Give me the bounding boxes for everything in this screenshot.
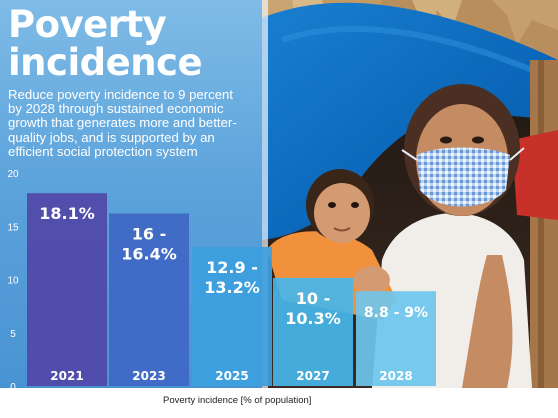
bar-2028 xyxy=(356,291,436,386)
title-line-1: Poverty xyxy=(8,3,167,46)
data-label-2028: 8.8 - 9% xyxy=(364,305,428,321)
x-tick-label-2021: 2021 xyxy=(50,369,83,383)
data-label-2027: 10 - xyxy=(296,289,330,308)
mother xyxy=(372,84,532,388)
bar-group-2023: 16 -16.4% 2023 xyxy=(109,213,189,386)
poverty-bar-chart: 0 5 10 15 20 18.1% 2021 16 -16.4% 2023 12.9 -13.… xyxy=(7,169,436,388)
data-label-2025: 12.9 - xyxy=(206,258,258,277)
bar-2025 xyxy=(192,247,272,386)
title-line-2: incidence xyxy=(8,41,203,84)
photo-illustration xyxy=(262,0,558,388)
y-tick-label: 5 xyxy=(10,329,16,340)
bar-2023 xyxy=(109,213,189,386)
data-label-2023: 16 - xyxy=(132,224,166,243)
photo-mother-and-child xyxy=(262,0,558,388)
bar-2021 xyxy=(27,193,107,386)
x-tick-label-2023: 2023 xyxy=(132,369,165,383)
bar-2027 xyxy=(273,277,353,386)
subtitle: Reduce poverty incidence to 9 percent by… xyxy=(8,87,237,159)
x-axis-label: Poverty incidence [% of population] xyxy=(163,395,312,406)
bar-group-2027: 10 -10.3% 2027 xyxy=(273,277,353,386)
x-tick-label-2027: 2027 xyxy=(296,369,329,383)
x-tick-label-2028: 2028 xyxy=(379,369,412,383)
y-axis: 0 5 10 15 20 xyxy=(7,169,19,388)
y-tick-label: 15 xyxy=(7,222,19,233)
bar-group-2021: 18.1% 2021 xyxy=(27,193,107,386)
data-label-2027: 10.3% xyxy=(285,309,341,328)
y-tick-label: 10 xyxy=(7,276,19,287)
bars: 18.1% 2021 16 -16.4% 2023 12.9 -13.2% 2025 10 … xyxy=(27,193,436,386)
x-tick-label-2025: 2025 xyxy=(215,369,248,383)
data-label-2021: 18.1% xyxy=(39,204,95,223)
data-label-2025: 13.2% xyxy=(204,278,260,297)
data-label-2023: 16.4% xyxy=(121,244,177,263)
y-tick-label: 20 xyxy=(7,169,19,180)
y-tick-label: 0 xyxy=(10,382,16,388)
footer: Poverty incidence [% of population] xyxy=(0,388,558,418)
bar-group-2028: 8.8 - 9% 2028 xyxy=(356,291,436,386)
bar-group-2025: 12.9 -13.2% 2025 xyxy=(192,247,272,386)
